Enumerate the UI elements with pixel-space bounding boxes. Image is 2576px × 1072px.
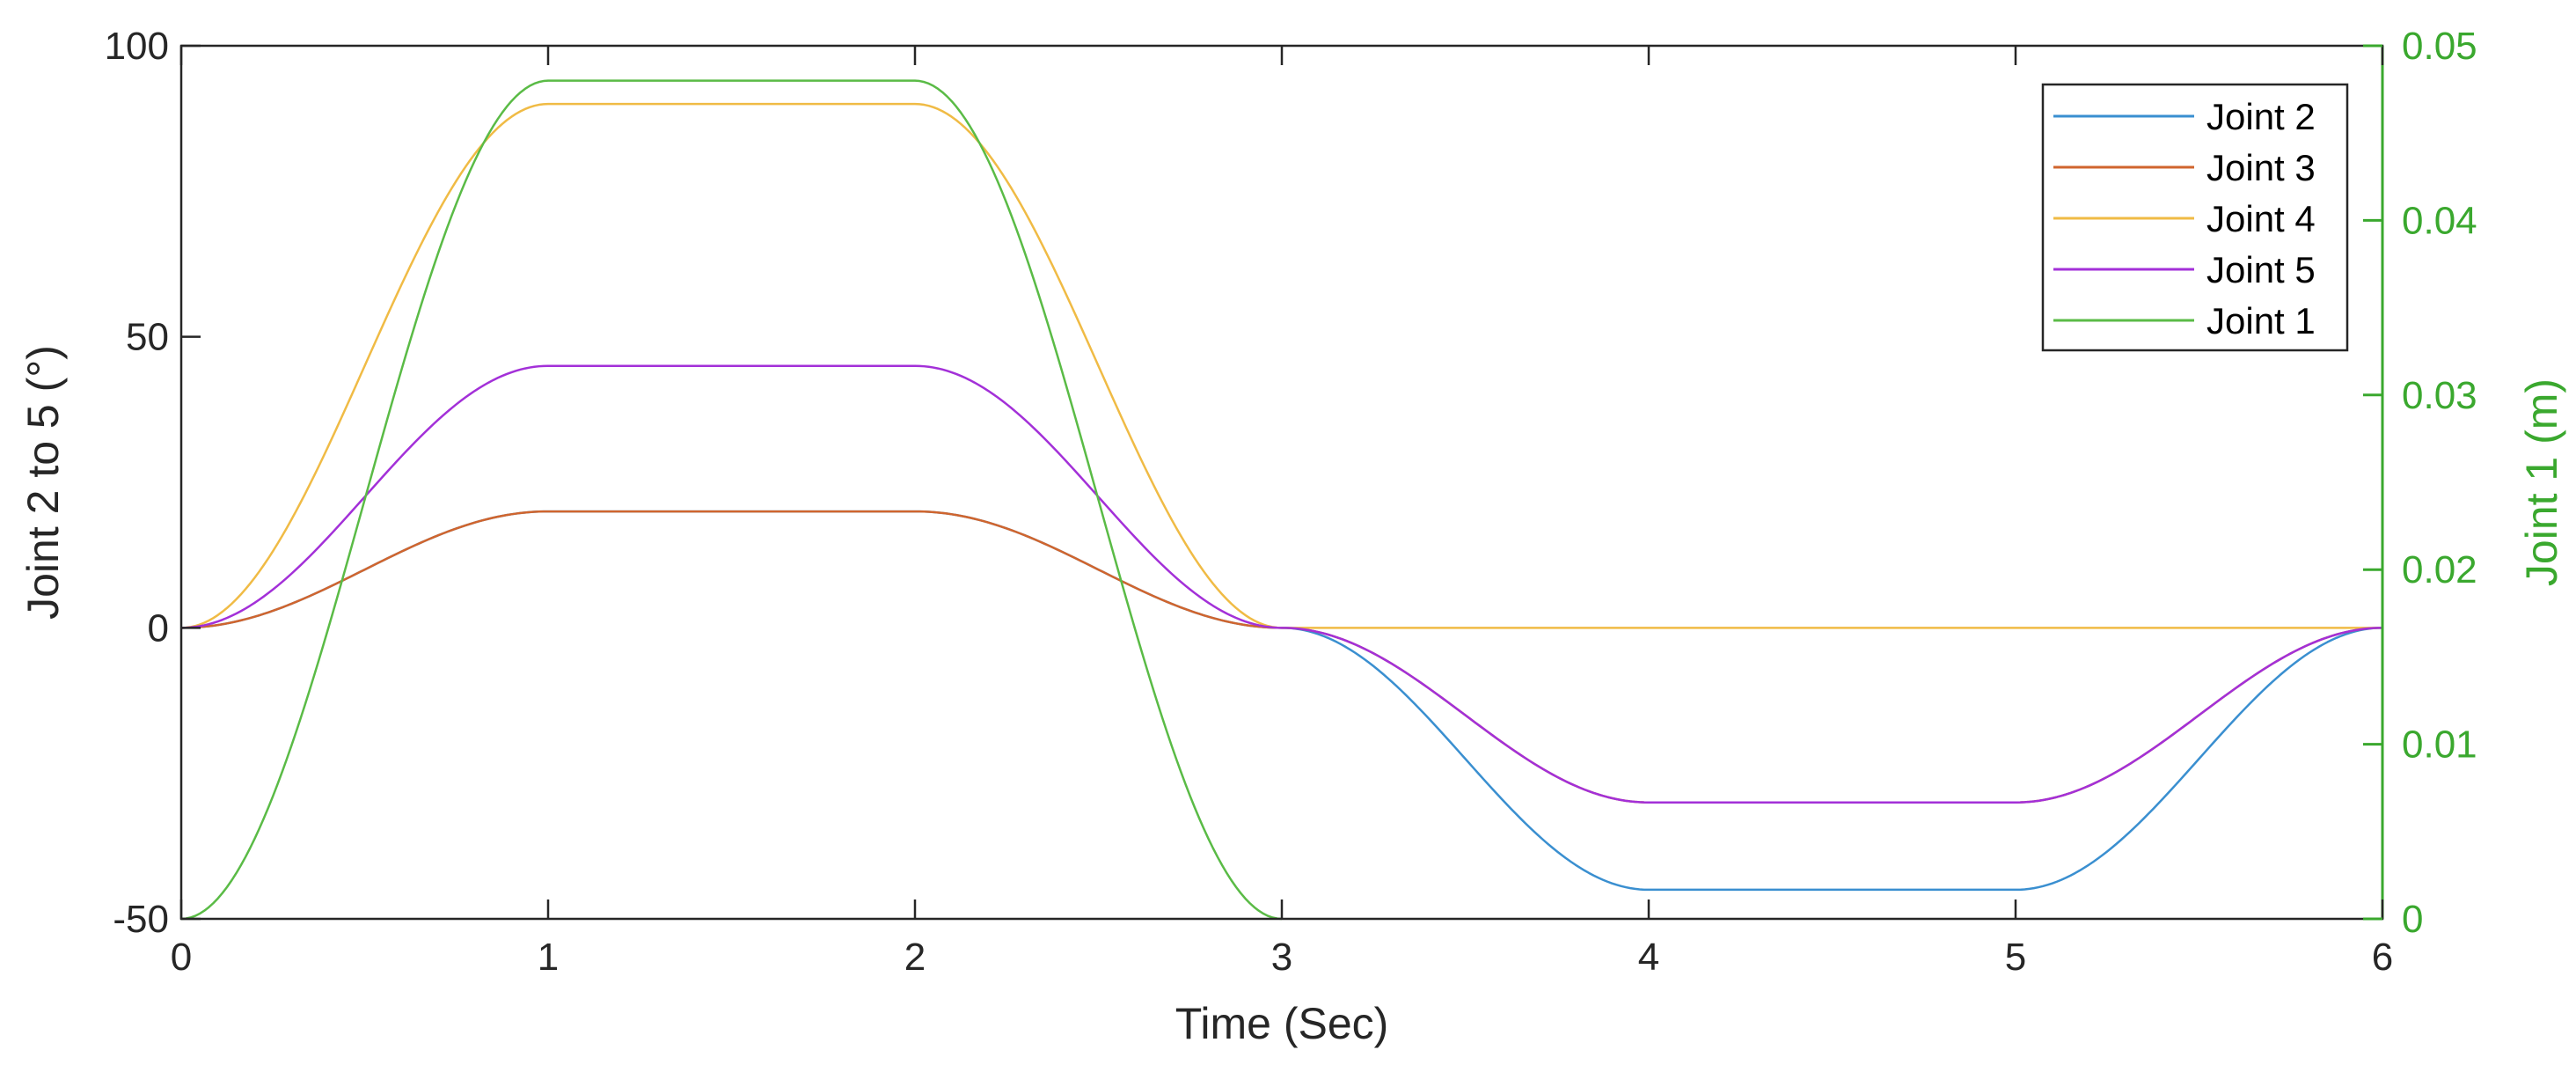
x-tick-label: 5 <box>2005 936 2026 979</box>
left-y-axis-title: Joint 2 to 5 (°) <box>18 345 68 620</box>
legend-label: Joint 4 <box>2206 198 2316 239</box>
series-layer <box>180 79 2383 921</box>
x-tick-label: 3 <box>1271 936 1292 979</box>
left-y-tick-label: 0 <box>148 606 169 650</box>
legend-label: Joint 2 <box>2206 96 2316 137</box>
right-y-tick-label: 0 <box>2402 898 2423 941</box>
x-tick-label: 1 <box>538 936 559 979</box>
series-line-joint-1 <box>180 79 1283 921</box>
right-y-tick-label: 0.03 <box>2402 374 2477 417</box>
series-line-joint-5 <box>180 364 2383 804</box>
left-y-tick-label: -50 <box>113 898 169 941</box>
series-line-joint-2 <box>180 510 2383 892</box>
x-axis-title: Time (Sec) <box>1175 999 1389 1048</box>
right-y-tick-label: 0.01 <box>2402 723 2477 767</box>
legend-label: Joint 3 <box>2206 147 2316 188</box>
left-y-tick-label: 100 <box>105 25 169 68</box>
legend: Joint 2 Joint 3 Joint 4 Joint 5 Joint 1 <box>2041 83 2349 352</box>
legend-label: Joint 5 <box>2206 249 2316 290</box>
x-tick-label: 4 <box>1638 936 1659 979</box>
right-y-tick-label: 0.02 <box>2402 548 2477 591</box>
x-tick-label: 2 <box>904 936 926 979</box>
legend-label: Joint 1 <box>2206 300 2316 341</box>
x-axis-ticks: 0 1 2 3 4 5 6 <box>171 46 2393 979</box>
left-y-axis-ticks: -50 0 50 100 <box>105 25 201 941</box>
right-y-tick-label: 0.05 <box>2402 25 2477 68</box>
series-line-joint-3 <box>180 510 2383 804</box>
right-y-axis-title: Joint 1 (m) <box>2517 378 2566 586</box>
right-y-tick-label: 0.04 <box>2402 199 2477 242</box>
x-tick-label: 6 <box>2372 936 2393 979</box>
x-tick-label: 0 <box>171 936 192 979</box>
left-y-tick-label: 50 <box>126 316 169 359</box>
series-line-joint-4 <box>180 102 2382 629</box>
right-y-axis-ticks: 0 0.01 0.02 0.03 0.04 0.05 <box>2363 25 2477 941</box>
